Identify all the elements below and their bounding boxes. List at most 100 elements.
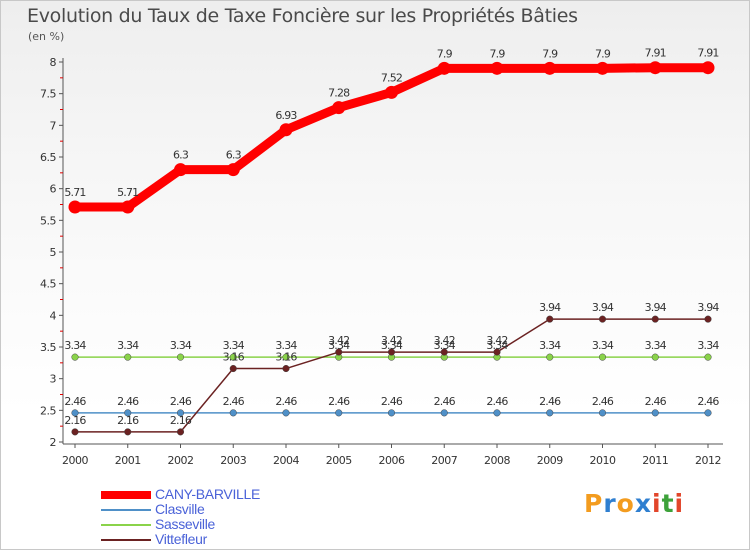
data-point [598, 315, 607, 323]
data-point [282, 364, 290, 373]
data-label: 3.34 [170, 339, 192, 352]
data-point [596, 61, 609, 75]
data-label: 7.9 [489, 47, 505, 60]
data-label: 3.34 [381, 339, 403, 352]
logo-letter: t [661, 489, 675, 518]
data-point [493, 348, 501, 356]
data-point [71, 409, 79, 417]
data-point [282, 409, 290, 417]
data-label: 6.93 [275, 109, 297, 122]
data-point [440, 409, 448, 417]
data-label: 2.46 [223, 395, 245, 408]
logo-letter: i [652, 489, 662, 518]
series-clasville [71, 409, 712, 417]
x-tick-label: 2010 [590, 454, 616, 467]
data-label: 3.16 [223, 351, 245, 364]
logo-letter: P [584, 489, 604, 518]
data-point [335, 409, 343, 417]
data-point [335, 348, 343, 356]
data-point [546, 353, 554, 361]
data-point [704, 353, 712, 361]
data-label: 6.3 [226, 149, 242, 162]
data-point [229, 409, 237, 417]
data-label: 5.71 [64, 186, 85, 199]
y-tick-label: 2.5 [40, 404, 56, 417]
legend-swatch [101, 509, 151, 511]
data-point [387, 348, 396, 356]
data-point [387, 409, 396, 417]
data-label: 7.9 [437, 47, 453, 60]
data-point [651, 409, 659, 417]
data-point [704, 409, 712, 417]
data-label: 3.42 [486, 334, 507, 347]
data-point [176, 353, 185, 361]
data-label: 5.71 [117, 186, 138, 199]
chart-title: Evolution du Taux de Taxe Foncière sur l… [27, 5, 578, 27]
y-tick-label: 3.5 [40, 341, 56, 354]
data-label: 3.34 [486, 339, 508, 352]
x-tick-label: 2007 [431, 454, 457, 467]
data-point [598, 409, 607, 417]
logo-letter: i [674, 489, 685, 518]
y-tick-label: 5.5 [40, 214, 56, 227]
data-label: 2.46 [170, 395, 192, 408]
series-cany-barville [68, 61, 715, 214]
y-tick-label: 7 [50, 119, 57, 132]
data-point [546, 315, 554, 323]
x-tick-label: 2011 [642, 454, 668, 467]
series-lines [68, 61, 715, 436]
data-label: 3.34 [697, 339, 719, 352]
data-point [121, 200, 135, 214]
data-point [282, 353, 290, 361]
data-label: 2.46 [381, 395, 403, 408]
data-label: 2.16 [170, 414, 192, 427]
legend-label: Clasville [155, 501, 205, 517]
data-label: 3.34 [539, 339, 561, 352]
x-tick-label: 2008 [484, 454, 510, 467]
data-labels: 5.71 5.71 6.3 6.3 6.93 7.28 7.52 7.9 7.9 7.9 7.9 7.… [64, 47, 720, 427]
x-tick-label: 2001 [115, 454, 141, 467]
data-point [176, 428, 185, 436]
y-tick-label: 2 [50, 436, 57, 449]
data-label: 7.28 [328, 87, 350, 100]
x-tick-label: 2005 [326, 454, 352, 467]
y-unit-label: (en %) [28, 30, 65, 43]
data-label: 7.9 [542, 47, 558, 60]
x-tick-label: 2009 [537, 454, 563, 467]
data-label: 7.52 [381, 71, 402, 84]
y-tick-label: 7.5 [40, 88, 56, 101]
legend-swatch [101, 539, 151, 541]
data-label: 2.46 [434, 395, 456, 408]
data-label: 2.16 [64, 414, 86, 427]
data-point [124, 353, 132, 361]
data-label: 3.94 [645, 301, 667, 314]
data-point [229, 364, 237, 373]
x-tick-label: 2002 [168, 454, 194, 467]
data-label: 2.46 [592, 395, 614, 408]
data-label: 7.91 [697, 47, 718, 60]
data-label: 3.94 [697, 301, 719, 314]
legend-swatch [101, 524, 151, 526]
y-tick-label: 6 [50, 183, 57, 196]
data-point [332, 101, 346, 115]
data-point [440, 348, 448, 356]
data-label: 3.34 [645, 339, 667, 352]
proxiti-logo: Proxiti [584, 489, 684, 518]
data-point [229, 353, 237, 361]
data-point [279, 123, 293, 137]
data-point [174, 163, 187, 177]
data-point [546, 409, 554, 417]
axes: 2 2.5 3 3.5 4 4.5 5 5.5 6 6.5 7 7.5 8 2000 2001 2002 200… [40, 56, 723, 467]
y-tick-label: 4 [50, 309, 57, 322]
data-label: 3.42 [381, 334, 402, 347]
data-label: 2.46 [486, 395, 508, 408]
x-tick-label: 2003 [220, 454, 246, 467]
data-point [493, 409, 501, 417]
data-label: 6.3 [173, 149, 189, 162]
data-label: 3.34 [434, 339, 456, 352]
data-label: 7.91 [645, 47, 666, 60]
data-point [176, 409, 185, 417]
data-point [598, 353, 607, 361]
data-point [71, 353, 79, 361]
